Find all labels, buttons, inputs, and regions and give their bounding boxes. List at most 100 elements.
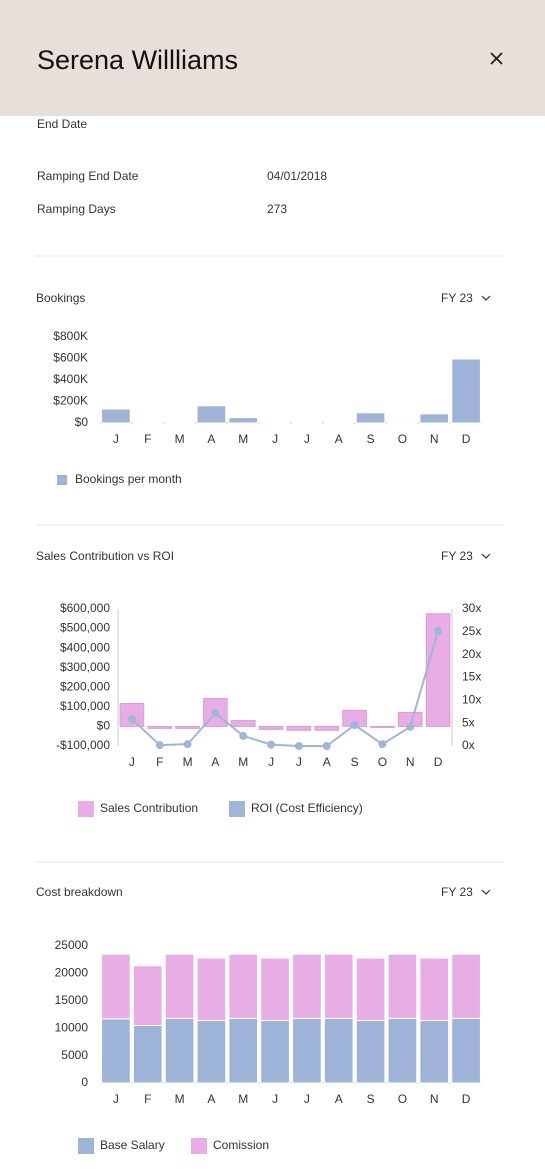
dropdown-chevron — [481, 295, 491, 301]
bar — [292, 422, 322, 425]
point — [267, 740, 276, 749]
bar — [355, 1020, 386, 1084]
bar — [132, 422, 163, 425]
y-tick-label: $0 — [75, 415, 89, 429]
point — [127, 715, 136, 724]
x-tick-label: O — [398, 1092, 407, 1106]
x-tick-label: N — [406, 755, 415, 769]
x-tick-label: A — [323, 755, 331, 769]
bar — [292, 1017, 322, 1084]
bar — [101, 408, 131, 424]
x-tick-label: M — [183, 755, 193, 769]
y2-tick-label: 20x — [462, 647, 481, 661]
x-tick-label: A — [207, 1092, 215, 1106]
close-button[interactable] — [490, 52, 503, 65]
line — [131, 630, 440, 747]
bar — [228, 417, 259, 424]
y-tick-label: $200K — [53, 394, 88, 408]
bar — [387, 953, 418, 1019]
bar — [260, 1020, 290, 1084]
y2-tick-label: 5x — [462, 715, 475, 729]
y-tick-label: 10000 — [55, 1020, 89, 1034]
bar — [355, 412, 386, 424]
x-tick-label: F — [144, 1092, 151, 1106]
field-value: 04/01/2018 — [267, 169, 327, 183]
y-tick-label: 5000 — [61, 1048, 88, 1062]
x-tick-label: D — [462, 432, 471, 446]
y-tick-label: $0 — [97, 719, 111, 733]
chart-title: Sales Contribution vs ROI — [36, 549, 174, 563]
y-tick-label: -$100,000 — [56, 738, 110, 752]
x-tick-label: F — [144, 432, 151, 446]
x-tick-label: A — [211, 755, 219, 769]
y-tick-label: 15000 — [55, 993, 89, 1007]
legend-swatch — [78, 801, 94, 817]
point — [155, 741, 164, 750]
x-tick-label: N — [430, 1092, 439, 1106]
bar — [419, 957, 450, 1022]
point — [434, 626, 443, 635]
x-tick-label: M — [238, 755, 248, 769]
x-tick-label: J — [272, 1092, 278, 1106]
legend-label: Base Salary — [100, 1138, 165, 1152]
legend-label: Comission — [213, 1138, 269, 1152]
legend-swatch — [229, 801, 245, 817]
dropdown-chevron — [481, 889, 491, 895]
x-tick-label: M — [238, 432, 248, 446]
point — [322, 742, 331, 750]
y-tick-label: $600,000 — [60, 601, 110, 615]
y-tick-label: $100,000 — [60, 699, 110, 713]
chart-title: Cost breakdown — [36, 885, 123, 899]
y-tick-label: $300,000 — [60, 660, 110, 674]
point — [183, 740, 192, 749]
legend-swatch — [78, 1138, 94, 1154]
bar — [260, 957, 290, 1022]
bar — [323, 422, 354, 425]
y2-tick-label: 30x — [462, 601, 481, 615]
x-tick-label: O — [378, 755, 387, 769]
legend-swatch — [57, 475, 67, 485]
bar — [387, 1017, 418, 1084]
field-label: Ramping End Date — [37, 169, 139, 183]
period-dropdown[interactable]: FY 23 — [441, 291, 473, 305]
bar — [132, 1024, 163, 1084]
bar — [119, 703, 145, 727]
x-tick-label: A — [207, 432, 215, 446]
x-tick-label: A — [335, 432, 343, 446]
x-tick-label: M — [175, 432, 185, 446]
header — [0, 0, 545, 116]
y-tick-label: $200,000 — [60, 679, 110, 693]
bar — [260, 422, 290, 425]
bar — [175, 725, 200, 729]
bar — [228, 1017, 259, 1084]
x-tick-label: J — [268, 755, 274, 769]
header-title: Serena Willliams — [37, 45, 238, 75]
bar — [451, 1017, 481, 1084]
x-tick-label: J — [129, 755, 135, 769]
bar — [314, 725, 340, 731]
bar — [196, 1020, 227, 1084]
bar — [355, 957, 386, 1022]
period-dropdown[interactable]: FY 23 — [441, 549, 473, 563]
x-tick-label: A — [335, 1092, 343, 1106]
chart-title: Bookings — [36, 291, 85, 305]
point — [378, 740, 387, 749]
y-tick-label: $800K — [53, 329, 88, 343]
bar — [323, 1017, 354, 1084]
y-tick-label: $400K — [53, 372, 88, 386]
legend-label: Bookings per month — [75, 472, 182, 486]
point — [294, 742, 303, 750]
legend-label: Sales Contribution — [100, 801, 198, 815]
bar — [323, 953, 354, 1019]
x-tick-label: F — [156, 755, 163, 769]
bar — [370, 725, 395, 728]
bar — [101, 1018, 131, 1084]
x-tick-label: N — [430, 432, 439, 446]
bar — [196, 957, 227, 1022]
y2-tick-label: 25x — [462, 624, 481, 638]
period-dropdown[interactable]: FY 23 — [441, 885, 473, 899]
bar — [451, 953, 481, 1019]
x-tick-label: D — [434, 755, 443, 769]
x-tick-label: J — [304, 1092, 310, 1106]
